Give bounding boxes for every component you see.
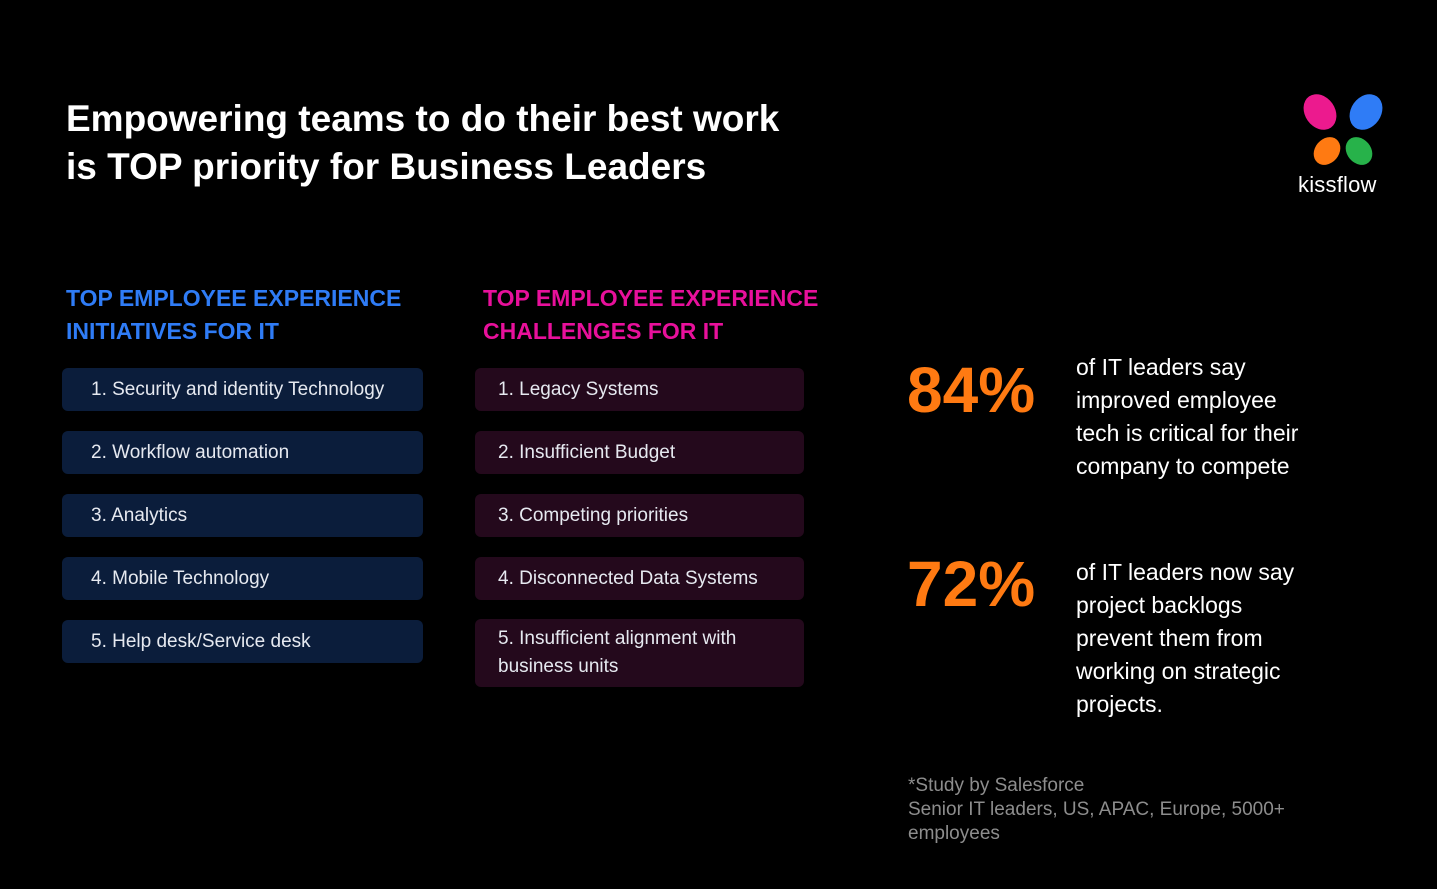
initiatives-heading-line-2: INITIATIVES FOR IT bbox=[66, 318, 279, 344]
initiative-item: 2. Workflow automation bbox=[62, 431, 423, 474]
initiative-item: 5. Help desk/Service desk bbox=[62, 620, 423, 663]
stat-value: 72% bbox=[907, 548, 1036, 620]
stat-line: tech is critical for their bbox=[1076, 420, 1299, 446]
stat-line: company to compete bbox=[1076, 453, 1290, 479]
logo-wordmark: kissflow bbox=[1298, 172, 1377, 197]
stat-description: of IT leaders say improved employee tech… bbox=[1076, 351, 1336, 483]
stat-line: projects. bbox=[1076, 691, 1163, 717]
challenge-item: 2. Insufficient Budget bbox=[475, 431, 804, 474]
initiatives-heading: TOP EMPLOYEE EXPERIENCE INITIATIVES FOR … bbox=[66, 282, 401, 348]
source-footnote: *Study by Salesforce Senior IT leaders, … bbox=[908, 774, 1285, 846]
challenge-item: 1. Legacy Systems bbox=[475, 368, 804, 411]
stat-description: of IT leaders now say project backlogs p… bbox=[1076, 556, 1336, 721]
page-title: Empowering teams to do their best work i… bbox=[66, 95, 779, 191]
challenge-item: 5. Insufficient alignment with business … bbox=[475, 619, 804, 687]
stat-line: improved employee bbox=[1076, 387, 1277, 413]
initiative-item: 3. Analytics bbox=[62, 494, 423, 537]
kissflow-logo: kissflow bbox=[1294, 88, 1394, 198]
initiative-item: 4. Mobile Technology bbox=[62, 557, 423, 600]
footnote-line: *Study by Salesforce bbox=[908, 775, 1085, 796]
butterfly-logo-icon bbox=[1303, 94, 1383, 165]
stat-value: 84% bbox=[907, 354, 1036, 426]
page-title-line-2: is TOP priority for Business Leaders bbox=[66, 146, 707, 187]
stat-line: prevent them from bbox=[1076, 625, 1263, 651]
stat-line: of IT leaders say bbox=[1076, 354, 1246, 380]
challenge-item: 3. Competing priorities bbox=[475, 494, 804, 537]
footnote-line: employees bbox=[908, 823, 1000, 844]
stat-line: working on strategic bbox=[1076, 658, 1281, 684]
challenges-heading: TOP EMPLOYEE EXPERIENCE CHALLENGES FOR I… bbox=[483, 282, 818, 348]
page-title-line-1: Empowering teams to do their best work bbox=[66, 98, 780, 139]
initiatives-heading-line-1: TOP EMPLOYEE EXPERIENCE bbox=[66, 285, 402, 311]
stat-line: of IT leaders now say bbox=[1076, 559, 1295, 585]
initiative-item: 1. Security and identity Technology bbox=[62, 368, 423, 411]
challenges-heading-line-1: TOP EMPLOYEE EXPERIENCE bbox=[483, 285, 819, 311]
stat-line: project backlogs bbox=[1076, 592, 1243, 618]
challenge-item: 4. Disconnected Data Systems bbox=[475, 557, 804, 600]
footnote-line: Senior IT leaders, US, APAC, Europe, 500… bbox=[908, 799, 1285, 820]
challenges-heading-line-2: CHALLENGES FOR IT bbox=[483, 318, 724, 344]
